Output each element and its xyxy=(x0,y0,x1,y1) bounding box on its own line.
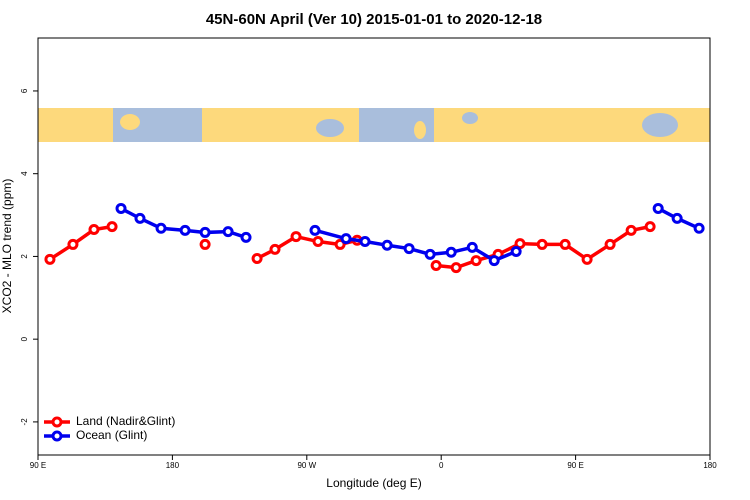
y-tick-label: 6 xyxy=(20,88,29,93)
x-axis-label: Longitude (deg E) xyxy=(326,476,421,490)
y-tick-label: -2 xyxy=(20,418,29,426)
point xyxy=(450,262,462,274)
point xyxy=(222,226,234,238)
y-tick-label: 4 xyxy=(20,171,29,176)
point xyxy=(155,222,167,234)
point xyxy=(115,202,127,214)
point xyxy=(312,236,324,248)
point xyxy=(67,238,79,250)
point xyxy=(88,224,100,236)
point xyxy=(179,224,191,236)
point xyxy=(199,226,211,238)
point xyxy=(581,253,593,265)
legend-label: Land (Nadir&Glint) xyxy=(76,414,175,428)
point xyxy=(340,233,352,245)
point xyxy=(106,221,118,233)
plot-frame xyxy=(37,37,711,456)
point xyxy=(470,255,482,267)
point xyxy=(290,231,302,243)
point xyxy=(466,241,478,253)
x-tick-label: 90 W xyxy=(297,461,316,470)
legend-label: Ocean (Glint) xyxy=(76,428,147,442)
point xyxy=(381,239,393,251)
point xyxy=(424,248,436,260)
point xyxy=(445,246,457,258)
point xyxy=(403,243,415,255)
point xyxy=(652,202,664,214)
point xyxy=(430,260,442,272)
chart-title: 45N-60N April (Ver 10) 2015-01-01 to 202… xyxy=(206,11,542,28)
x-tick-label: 0 xyxy=(439,461,444,470)
point xyxy=(240,231,252,243)
point xyxy=(604,238,616,250)
legend-marker xyxy=(51,416,63,428)
legend xyxy=(40,410,190,450)
point xyxy=(269,243,281,255)
point xyxy=(693,222,705,234)
point xyxy=(510,245,522,257)
series-line xyxy=(48,224,651,270)
point xyxy=(251,252,263,264)
map-strip xyxy=(38,108,710,142)
point xyxy=(359,236,371,248)
point xyxy=(559,238,571,250)
legend-marker xyxy=(51,430,63,442)
point xyxy=(199,238,211,250)
point xyxy=(536,238,548,250)
x-tick-label: 90 E xyxy=(567,461,583,470)
y-axis-label: XCO2 - MLO trend (ppm) xyxy=(0,179,14,314)
x-tick-label: 180 xyxy=(166,461,180,470)
point xyxy=(44,253,56,265)
point xyxy=(134,212,146,224)
point xyxy=(488,255,500,267)
y-tick-label: 2 xyxy=(20,254,29,259)
y-tick-label: 0 xyxy=(20,336,29,341)
point xyxy=(625,224,637,236)
x-tick-label: 90 E xyxy=(30,461,46,470)
point xyxy=(644,221,656,233)
point xyxy=(309,224,321,236)
point xyxy=(671,212,683,224)
x-tick-label: 180 xyxy=(703,461,717,470)
